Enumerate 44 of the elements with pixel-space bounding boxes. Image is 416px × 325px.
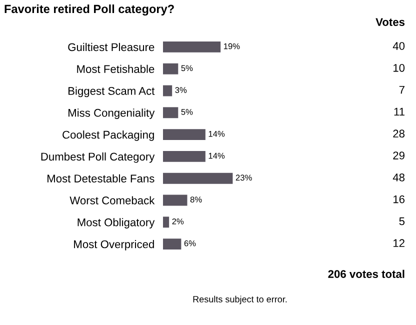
text: 5	[399, 217, 405, 226]
y-tick-label: Most Detestable Fans	[48, 174, 154, 182]
data-label: 3%	[175, 87, 187, 93]
text: 7	[399, 86, 404, 94]
text: 11	[394, 108, 404, 116]
y-tick-label: Coolest Packaging	[62, 130, 154, 141]
text: 16	[393, 195, 405, 204]
bar	[163, 150, 206, 162]
bar	[163, 129, 206, 140]
text: Votes	[376, 18, 405, 26]
bar	[163, 85, 172, 96]
text: 40	[392, 42, 405, 50]
y-tick-label: Guiltiest Pleasure	[68, 42, 154, 52]
bar	[163, 216, 170, 228]
y-tick-label: Miss Congeniality	[68, 108, 155, 119]
y-tick-label: Most Overpriced	[74, 240, 154, 250]
bar	[163, 41, 221, 52]
data-label: 2%	[172, 218, 184, 224]
bar	[163, 107, 178, 118]
y-tick-label: Most Obligatory	[78, 218, 155, 228]
text: 206 votes total	[328, 270, 404, 278]
y-tick-label: Dumbest Poll Category	[41, 152, 155, 163]
bar	[163, 172, 233, 184]
y-tick-label: Most Fetishable	[77, 64, 154, 73]
text: 29	[393, 152, 404, 160]
y-tick-label: Biggest Scam Act	[68, 86, 155, 98]
text: 12	[393, 239, 404, 247]
data-label: 14%	[208, 130, 225, 137]
bar	[163, 238, 182, 250]
bar	[163, 63, 178, 74]
data-label: 5%	[181, 109, 193, 115]
text: 48	[392, 173, 405, 182]
data-label: 5%	[181, 65, 193, 72]
data-label: 19%	[224, 43, 240, 50]
chart-title: Favorite retired Poll category?	[4, 4, 174, 16]
data-label: 23%	[236, 174, 252, 181]
bar	[163, 194, 188, 206]
text: 10	[393, 64, 405, 72]
text: Results subject to error.	[193, 296, 287, 304]
data-label: 14%	[208, 152, 225, 159]
y-tick-label: Worst Comeback	[70, 196, 155, 204]
text: 28	[393, 130, 405, 138]
data-label: 6%	[184, 240, 196, 246]
data-label: 8%	[190, 196, 202, 202]
